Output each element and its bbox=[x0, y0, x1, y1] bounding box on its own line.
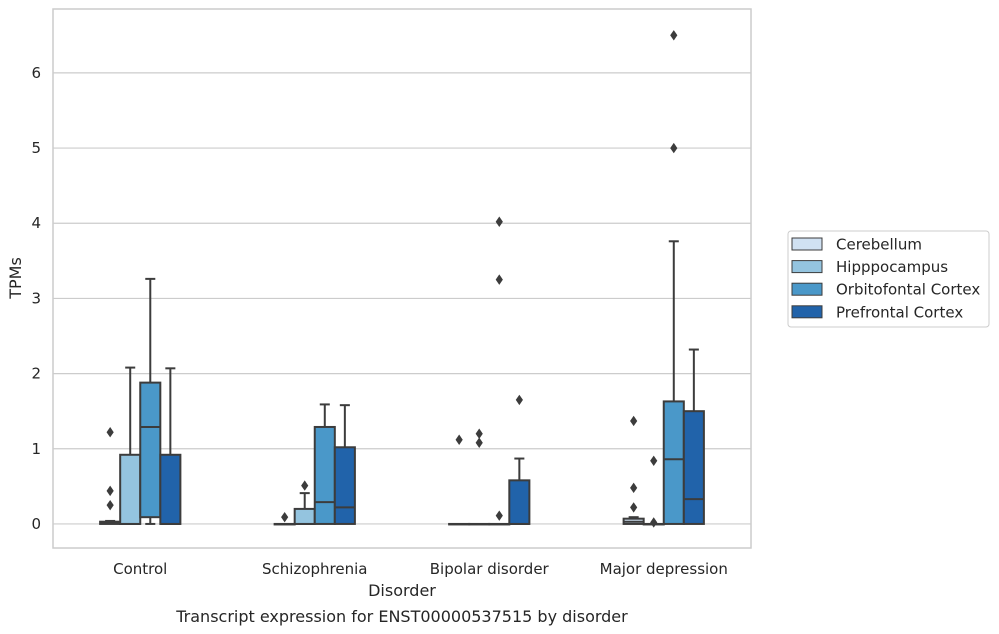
outlier-point bbox=[670, 30, 678, 41]
x-tick-label: Schizophrenia bbox=[262, 560, 367, 578]
outlier-point bbox=[630, 502, 638, 513]
box-3-1 bbox=[642, 455, 665, 528]
x-axis-title: Disorder bbox=[368, 581, 436, 600]
box-0-2 bbox=[139, 277, 162, 525]
legend-label: Orbitofontal Cortex bbox=[836, 281, 980, 299]
outlier-point bbox=[650, 517, 658, 528]
box-1-1 bbox=[293, 480, 316, 525]
box-1-2 bbox=[313, 403, 336, 525]
legend-label: Prefrontal Cortex bbox=[836, 303, 963, 321]
outlier-point bbox=[106, 427, 114, 438]
box-2-1 bbox=[468, 428, 491, 526]
outlier-point bbox=[475, 437, 483, 448]
box-body bbox=[508, 479, 531, 525]
plot-area bbox=[52, 8, 752, 549]
box-body bbox=[662, 400, 685, 525]
y-tick-label: 2 bbox=[31, 365, 41, 383]
box-body bbox=[682, 410, 705, 525]
box-body bbox=[313, 425, 336, 525]
legend-label: Hipppocampus bbox=[836, 258, 948, 276]
outlier-point bbox=[301, 480, 309, 491]
outlier-point bbox=[630, 415, 638, 427]
x-tick-label: Major depression bbox=[600, 560, 728, 578]
legend-swatch bbox=[791, 237, 823, 251]
outlier-point bbox=[670, 142, 678, 154]
y-tick-label: 5 bbox=[31, 139, 41, 157]
outlier-point bbox=[650, 455, 658, 466]
outlier-point bbox=[106, 485, 114, 497]
x-tick-label: Bipolar disorder bbox=[430, 560, 550, 578]
legend-label: Cerebellum bbox=[836, 236, 922, 254]
legend-swatch bbox=[791, 282, 823, 296]
x-tick-label: Control bbox=[113, 560, 167, 578]
legend-swatch bbox=[791, 305, 823, 319]
outlier-point bbox=[515, 394, 523, 406]
box-0-3 bbox=[159, 367, 182, 525]
outlier-point bbox=[495, 216, 503, 227]
box-2-0 bbox=[448, 434, 471, 526]
boxes bbox=[99, 30, 705, 528]
y-axis-ticks: 0 1 2 3 4 5 6 bbox=[31, 64, 41, 533]
y-tick-label: 3 bbox=[31, 289, 41, 307]
outlier-point bbox=[495, 510, 503, 521]
chart-caption: Transcript expression for ENST0000053751… bbox=[175, 607, 628, 626]
outlier-point bbox=[630, 482, 638, 494]
legend: Cerebellum Hipppocampus Orbitofontal Corte… bbox=[787, 230, 990, 328]
outlier-point bbox=[106, 499, 114, 511]
box-body bbox=[139, 381, 162, 519]
box-body bbox=[333, 446, 356, 525]
y-axis-title: TPMs bbox=[6, 257, 25, 300]
box-2-3 bbox=[508, 394, 531, 525]
y-tick-label: 1 bbox=[31, 440, 41, 458]
outlier-point bbox=[455, 434, 463, 445]
y-tick-label: 6 bbox=[31, 64, 41, 82]
box-body bbox=[159, 453, 182, 525]
box-3-0 bbox=[622, 415, 645, 525]
outlier-point bbox=[475, 428, 483, 439]
box-body bbox=[119, 453, 142, 525]
legend-frame bbox=[787, 230, 990, 328]
x-axis-ticks: Control Schizophrenia Bipolar disorder Majo… bbox=[113, 560, 728, 578]
outlier-point bbox=[281, 511, 289, 523]
y-tick-label: 0 bbox=[31, 515, 41, 533]
plot-frame bbox=[52, 8, 752, 549]
box-1-3 bbox=[333, 404, 356, 525]
legend-swatch bbox=[791, 260, 823, 274]
y-tick-label: 4 bbox=[31, 214, 41, 232]
box-body bbox=[293, 507, 316, 525]
box-3-3 bbox=[682, 348, 705, 525]
outlier-point bbox=[495, 274, 503, 285]
